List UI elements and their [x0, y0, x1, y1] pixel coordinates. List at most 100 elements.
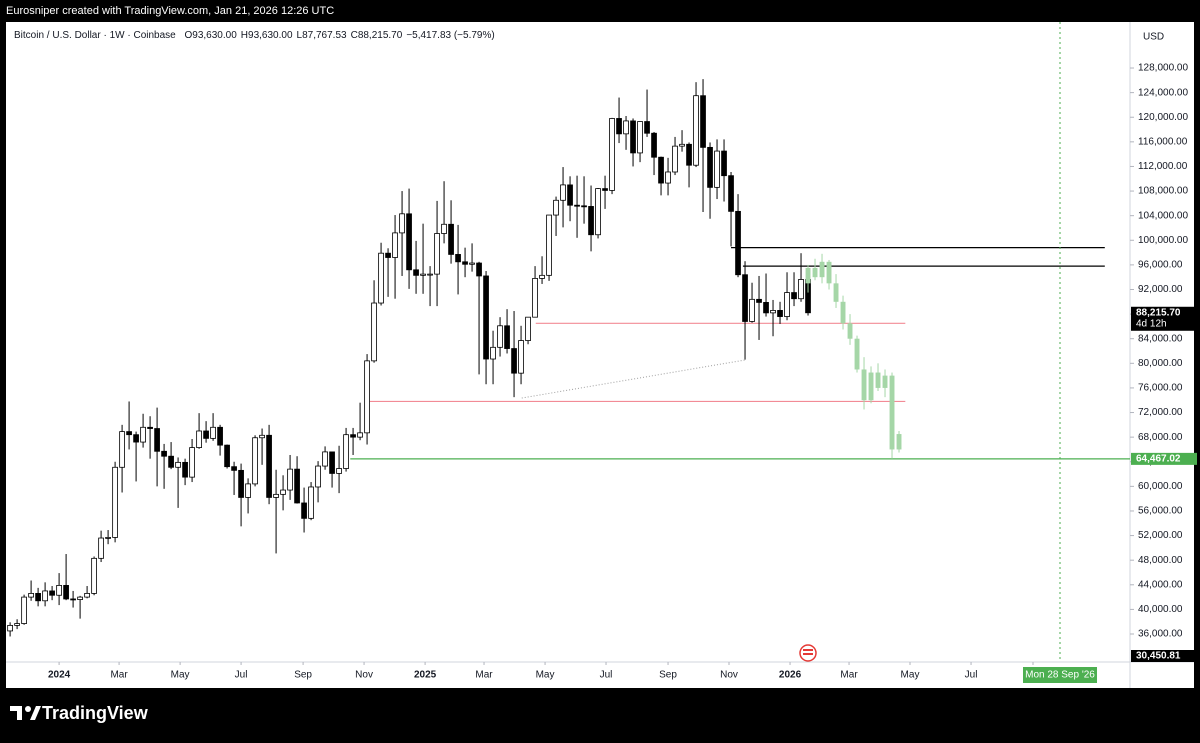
candle-body	[553, 199, 559, 216]
y-tick-label: 60,000.00	[1138, 481, 1183, 492]
candle-body	[581, 205, 587, 208]
legend-value: 93,630.00	[192, 30, 237, 41]
candle-body	[140, 426, 146, 443]
candle-body	[770, 310, 776, 314]
candle-body	[721, 150, 727, 177]
candle-body	[434, 233, 440, 275]
y-tick-label: 100,000.00	[1138, 235, 1188, 246]
y-tick-label: 48,000.00	[1138, 555, 1183, 566]
candle-body	[497, 325, 503, 348]
event-icon	[799, 644, 817, 662]
x-tick-label: Sep	[294, 670, 312, 681]
candle-body	[784, 292, 790, 317]
candle-body	[322, 451, 328, 467]
candle-body	[889, 375, 895, 450]
candle-body	[707, 146, 713, 188]
y-tick-label: 92,000.00	[1138, 284, 1183, 295]
candle-body	[896, 434, 902, 450]
candle-body	[406, 213, 412, 271]
candle-body	[119, 431, 125, 468]
price-tag	[1131, 650, 1197, 662]
candle-body	[665, 171, 671, 184]
price-tag-label: 30,450.81	[1136, 651, 1181, 662]
candle-body	[518, 340, 524, 374]
candle-body	[609, 118, 615, 191]
time-marker-tag	[1023, 667, 1098, 683]
candle-body	[539, 274, 545, 279]
candle-body	[217, 426, 223, 446]
y-tick-label: 96,000.00	[1138, 260, 1183, 271]
candle-body	[875, 372, 881, 388]
candle-body	[56, 585, 62, 596]
x-tick-label: 2024	[48, 670, 71, 681]
candle-body	[91, 557, 97, 594]
y-tick-label: 80,000.00	[1138, 358, 1183, 369]
candle-body	[791, 292, 797, 300]
candle-body	[154, 428, 160, 452]
candle-body	[287, 468, 293, 491]
candle-body	[833, 283, 839, 302]
candle-body	[42, 590, 48, 602]
legend-change: −5,417.83 (−5.79%)	[406, 30, 494, 41]
legend-key: C	[351, 30, 358, 41]
candle-body	[35, 593, 41, 602]
candle-body	[623, 120, 629, 135]
y-tick-label: 72,000.00	[1138, 407, 1183, 418]
x-tick-label: May	[171, 670, 190, 681]
x-tick-label: Mar	[840, 670, 858, 681]
candle-body	[574, 204, 580, 207]
candle-body	[224, 444, 230, 468]
legend-value: 88,215.70	[358, 30, 403, 41]
x-tick-label: Mar	[475, 670, 493, 681]
y-tick-label: 44,000.00	[1138, 579, 1183, 590]
candle-body	[763, 302, 769, 314]
legend-key: H	[241, 30, 248, 41]
candle-body	[826, 261, 832, 284]
candle-body	[728, 175, 734, 212]
candle-body	[385, 252, 391, 258]
candle-body	[567, 184, 573, 206]
candle-body	[847, 323, 853, 339]
candle-body	[882, 375, 888, 388]
candle-body	[805, 267, 811, 284]
candle-body	[315, 465, 321, 488]
y-tick-label: 56,000.00	[1138, 506, 1183, 517]
candle-body	[77, 596, 83, 600]
candle-body	[658, 156, 664, 184]
legend-value: 87,767.53	[302, 30, 347, 41]
candle-body	[399, 213, 405, 234]
candle-body	[364, 360, 370, 434]
y-tick-label: 112,000.00	[1138, 161, 1188, 172]
candle-body	[546, 214, 552, 276]
candle-body	[602, 188, 608, 191]
x-tick-label: 2026	[779, 670, 802, 681]
candle-body	[777, 310, 783, 317]
chart-panel	[6, 22, 1194, 688]
candle-body	[469, 262, 475, 265]
candle-body	[476, 262, 482, 277]
candle-body	[168, 455, 174, 468]
candle-body	[595, 188, 601, 236]
candle-body	[700, 95, 706, 148]
candle-body	[210, 426, 216, 439]
candle-body	[112, 466, 118, 538]
x-tick-label: May	[536, 670, 555, 681]
candle-body	[49, 590, 55, 596]
footer-brand: TradingView	[42, 703, 149, 723]
legend: Bitcoin / U.S. Dollar · 1W · Coinbase O9…	[14, 30, 495, 41]
candle-body	[413, 269, 419, 276]
candle-body	[819, 261, 825, 278]
candle-body	[420, 273, 426, 276]
logo	[10, 706, 41, 720]
candle-body	[392, 232, 398, 258]
candle-body	[266, 434, 272, 498]
candle-body	[490, 346, 496, 360]
y-tick-label: 120,000.00	[1138, 112, 1188, 123]
y-tick-label: 40,000.00	[1138, 604, 1183, 615]
candle-body	[98, 537, 104, 559]
x-tick-label: 2025	[414, 670, 437, 681]
y-tick-label: 124,000.00	[1138, 87, 1188, 98]
y-tick-label: 108,000.00	[1138, 186, 1188, 197]
candle-body	[252, 437, 258, 485]
